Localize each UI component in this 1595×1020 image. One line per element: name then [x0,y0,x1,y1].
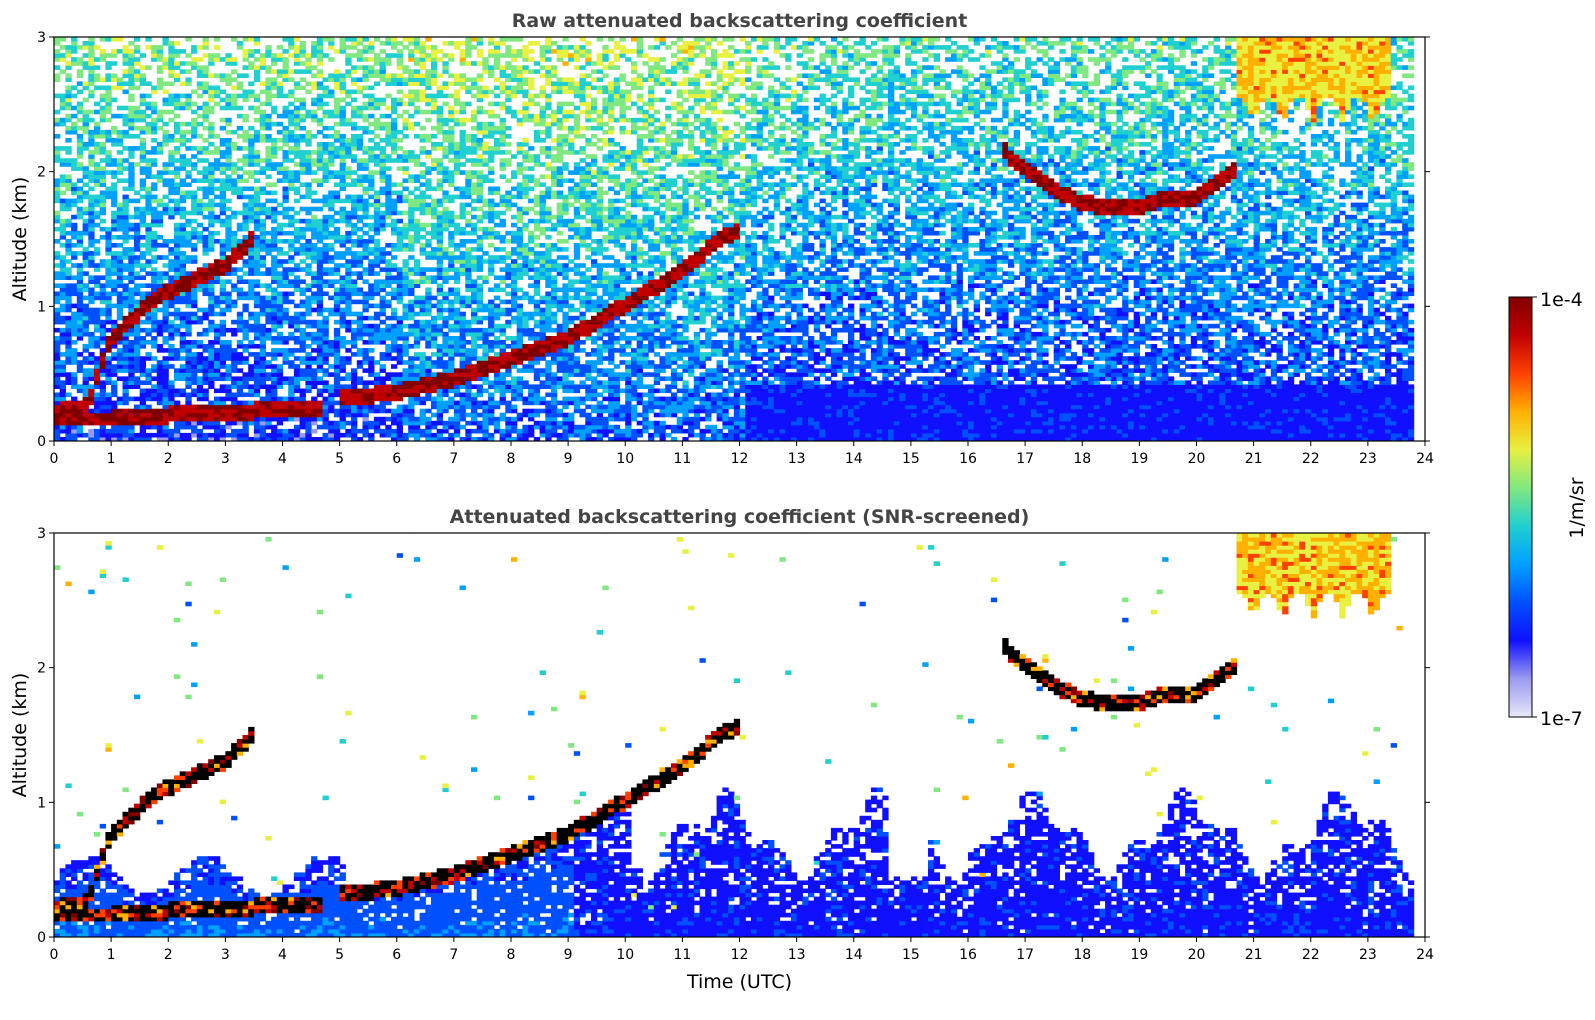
colorbar-unit-label: 1/m/sr [1566,477,1588,538]
y-tick-label: 3 [37,526,46,542]
x-tick-label: 20 [1188,947,1206,963]
x-tick-label: 23 [1359,451,1377,467]
x-tick-label: 12 [731,947,749,963]
x-tick-label: 23 [1359,947,1377,963]
y-tick-label: 1 [37,795,46,811]
x-tick-label: 11 [673,947,691,963]
x-tick-label: 22 [1302,947,1320,963]
x-tick-label: 4 [278,451,287,467]
x-tick-label: 17 [1016,947,1034,963]
x-tick-label: 24 [1416,947,1434,963]
x-tick-label: 3 [221,451,230,467]
y-tick-label: 2 [37,165,46,181]
x-tick-label: 3 [221,947,230,963]
y-axis-label: Altitude (km) [9,177,31,302]
panel-title: Attenuated backscattering coefficient (S… [450,506,1030,528]
x-tick-label: 16 [959,947,977,963]
x-tick-label: 19 [1130,451,1148,467]
x-tick-label: 12 [731,451,749,467]
x-tick-label: 6 [392,451,401,467]
x-tick-label: 24 [1416,451,1434,467]
x-tick-label: 2 [164,947,173,963]
x-tick-label: 9 [564,451,573,467]
y-tick-label: 3 [37,30,46,46]
x-tick-label: 21 [1245,947,1263,963]
x-tick-label: 20 [1188,451,1206,467]
x-tick-label: 19 [1130,947,1148,963]
x-tick-label: 16 [959,451,977,467]
y-tick-label: 2 [37,661,46,677]
x-tick-label: 6 [392,947,401,963]
x-tick-label: 18 [1073,451,1091,467]
x-tick-label: 14 [845,947,863,963]
x-tick-label: 1 [107,947,116,963]
panel-1: 0 1 2 3 4 5 6 7 8 9 10 11 12 13 14 15 16 17 18 19 20 21 22 23 24… [9,10,1434,467]
y-axis-label: Altitude (km) [9,673,31,798]
x-tick-label: 8 [507,947,516,963]
x-tick-label: 0 [50,451,59,467]
x-tick-label: 5 [335,947,344,963]
x-tick-label: 7 [449,451,458,467]
x-tick-label: 9 [564,947,573,963]
x-tick-label: 10 [616,947,634,963]
colorbar-gradient [1508,296,1533,718]
x-axis-label: Time (UTC) [686,971,792,993]
colorbar-min-label: 1e-7 [1540,708,1583,730]
x-tick-label: 15 [902,451,920,467]
x-tick-label: 0 [50,947,59,963]
heatmap-cells [54,533,1415,937]
x-tick-label: 5 [335,451,344,467]
y-tick-label: 1 [37,299,46,315]
y-tick-label: 0 [37,930,46,946]
x-tick-label: 7 [449,947,458,963]
x-tick-label: 17 [1016,451,1034,467]
x-tick-label: 8 [507,451,516,467]
x-tick-label: 10 [616,451,634,467]
x-tick-label: 4 [278,947,287,963]
x-tick-label: 21 [1245,451,1263,467]
x-tick-label: 11 [673,451,691,467]
panel-2: 0 1 2 3 4 5 6 7 8 9 10 11 12 13 14 15 16 17 18 19 20 21 22 23 24… [9,506,1434,993]
x-tick-label: 14 [845,451,863,467]
x-tick-label: 22 [1302,451,1320,467]
x-tick-label: 18 [1073,947,1091,963]
colorbar: 1e-4 1e-7 1/m/sr [1508,289,1588,730]
colorbar-max-label: 1e-4 [1540,289,1583,311]
y-tick-label: 0 [37,434,46,450]
x-tick-label: 1 [107,451,116,467]
x-tick-label: 2 [164,451,173,467]
heatmap-cells [54,37,1415,441]
panel-title: Raw attenuated backscattering coefficien… [512,10,968,32]
x-tick-label: 15 [902,947,920,963]
x-tick-label: 13 [788,451,806,467]
x-tick-label: 13 [788,947,806,963]
